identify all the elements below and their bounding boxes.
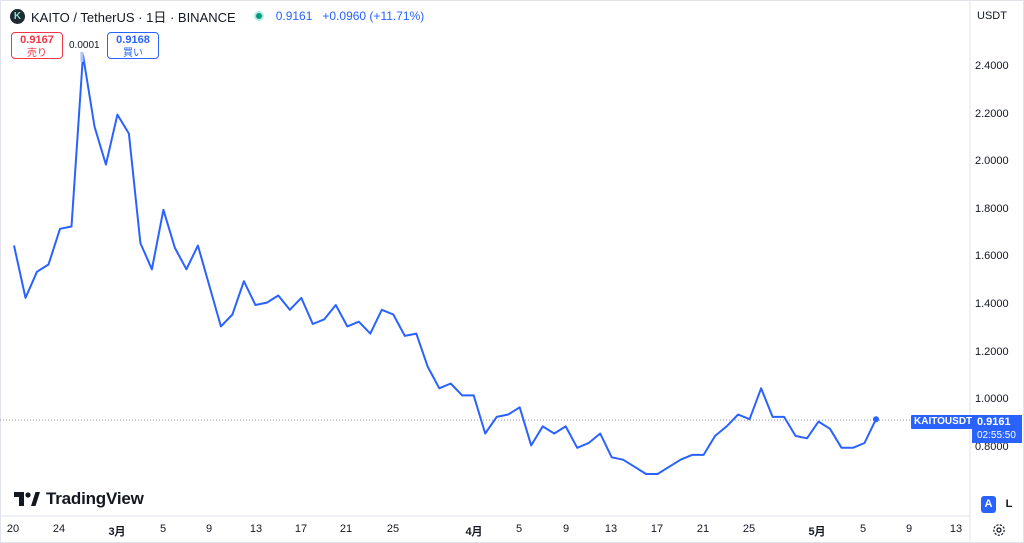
price-tick-label: 1.0000	[975, 393, 1009, 406]
symbol-title[interactable]: KAITO / TetherUS · 1日 · BINANCE	[31, 9, 236, 25]
symbol-price-tag: KAITOUSDT	[911, 415, 976, 429]
tradingview-icon	[14, 492, 40, 506]
date-tick-label: 5	[159, 523, 167, 535]
price-tick-label: 0.8000	[975, 440, 1009, 453]
sell-button[interactable]: 0.9167 売り	[11, 32, 63, 59]
symbol-header: K KAITO / TetherUS · 1日 · BINANCE 0.9161…	[10, 6, 424, 26]
price-tick-label: 1.6000	[975, 250, 1009, 263]
price-tick-label: 1.2000	[975, 345, 1009, 358]
date-tick-label: 17	[294, 523, 308, 535]
date-tick-label: 9	[562, 523, 570, 535]
log-scale-button[interactable]: L	[1005, 498, 1013, 510]
buy-price: 0.9168	[116, 34, 150, 46]
auto-scale-button[interactable]: A	[981, 496, 996, 513]
tradingview-wordmark: TradingView	[46, 489, 144, 508]
price-tick-label: 2.2000	[975, 107, 1009, 120]
spread-value: 0.0001	[69, 40, 100, 51]
last-price-value: 0.9161	[977, 416, 1011, 428]
price-tick-label: 1.8000	[975, 202, 1009, 215]
kaito-logo-icon: K	[10, 8, 25, 24]
date-tick-label: 5月	[808, 526, 826, 538]
date-tick-label: 3月	[108, 526, 126, 538]
date-tick-label: 25	[386, 523, 400, 535]
date-tick-label: 25	[742, 523, 756, 535]
date-tick-label: 5	[859, 523, 867, 535]
sell-price: 0.9167	[20, 34, 54, 46]
last-price-dot	[873, 416, 879, 423]
date-tick-label: 5	[515, 523, 523, 535]
date-tick-label: 13	[604, 523, 618, 535]
date-tick-label: 21	[339, 523, 353, 535]
bar-countdown: 02:55:50	[977, 430, 1016, 441]
price-tick-label: 2.0000	[975, 155, 1009, 168]
date-tick-label: 20	[6, 523, 20, 535]
market-status-icon[interactable]	[253, 11, 264, 21]
last-price-tag: 0.9161 02:55:50	[972, 415, 1022, 443]
date-tick-label: 13	[949, 523, 963, 535]
header-price: 0.9161	[275, 9, 313, 23]
price-tick-label: 1.4000	[975, 298, 1009, 310]
tradingview-logo[interactable]: TradingView	[14, 489, 144, 509]
date-tick-label: 9	[905, 523, 913, 535]
date-tick-label: 21	[696, 523, 710, 535]
header-change: +0.0960 (+11.71%)	[322, 9, 425, 23]
buy-label: 買い	[123, 48, 143, 59]
settings-gear-icon[interactable]	[991, 522, 1007, 538]
date-tick-label: 24	[52, 523, 66, 535]
date-tick-label: 17	[650, 523, 664, 535]
currency-selector[interactable]: USDT	[977, 10, 1007, 22]
buy-button[interactable]: 0.9168 買い	[107, 32, 159, 59]
date-tick-label: 13	[249, 523, 263, 535]
price-tick-label: 2.4000	[975, 60, 1009, 72]
date-tick-label: 4月	[465, 526, 483, 538]
sell-label: 売り	[27, 48, 47, 59]
date-tick-label: 9	[205, 523, 213, 535]
price-series-line[interactable]	[13, 54, 877, 475]
